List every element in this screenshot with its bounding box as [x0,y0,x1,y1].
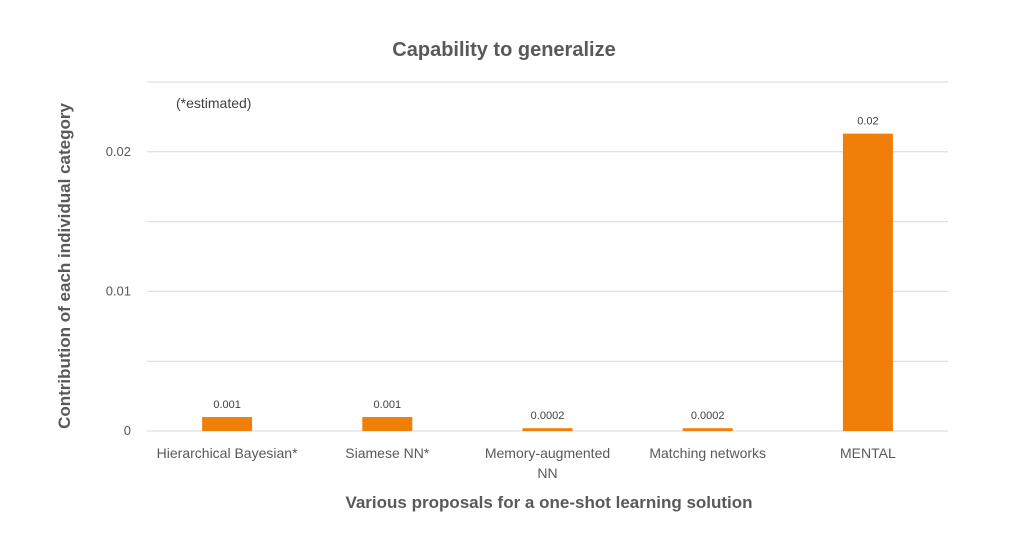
y-tick-label: 0.02 [106,144,131,159]
y-axis-ticks: 0 0.01 0.02 [106,144,131,438]
bar [842,133,893,432]
bar [522,428,573,431]
data-labels: 0.001 0.001 0.0002 0.0002 0.02 [213,116,878,423]
x-tick-label: MENTAL [840,445,896,461]
chart-title: Capability to generalize [392,39,615,61]
bar [362,417,413,431]
x-tick-label: Hierarchical Bayesian* [157,445,298,461]
y-axis-title: Contribution of each individual category [55,103,74,429]
x-tick-label-line: Siamese NN* [345,445,430,461]
x-tick-label-line: Matching networks [649,445,766,461]
data-label: 0.0002 [531,410,565,422]
data-label: 0.02 [857,116,878,128]
bar [202,417,253,431]
y-tick-label: 0.01 [106,283,131,298]
x-axis-categories: Hierarchical Bayesian* Siamese NN* Memory-… [157,445,896,481]
data-label: 0.0002 [691,410,725,422]
x-axis-title: Various proposals for a one-shot learnin… [345,493,752,512]
bar [682,428,733,431]
x-tick-label-line: MENTAL [840,445,896,461]
y-tick-label: 0 [124,423,131,438]
x-tick-label: Matching networks [649,445,766,461]
bars [202,133,893,432]
data-label: 0.001 [213,399,241,411]
gridlines [147,81,948,432]
chart-note: (*estimated) [176,95,251,111]
x-tick-label-line: Hierarchical Bayesian* [157,445,298,461]
data-label: 0.001 [374,399,402,411]
x-tick-label: Memory-augmented NN [485,445,610,481]
x-tick-label-line: NN [537,465,557,481]
x-tick-label: Siamese NN* [345,445,430,461]
x-tick-label-line: Memory-augmented [485,445,610,461]
